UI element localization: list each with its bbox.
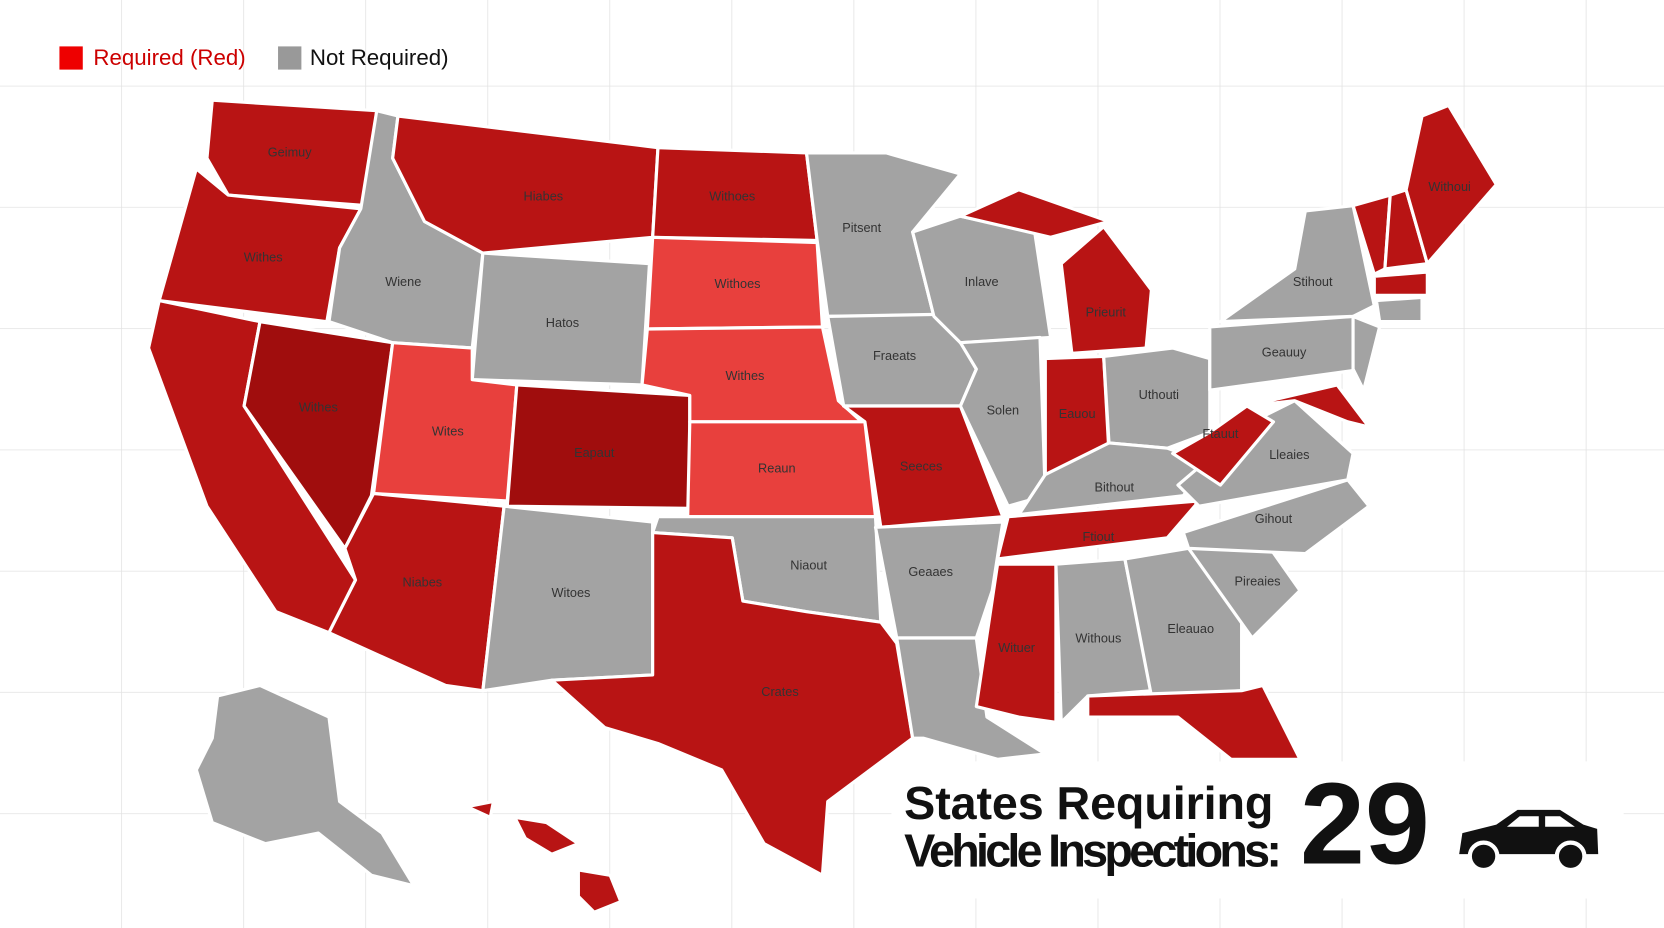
state-label: Eauou <box>1059 407 1096 421</box>
state-label: Solen <box>987 404 1020 418</box>
state-label: Ftiout <box>1082 530 1114 544</box>
state-label: Withoes <box>709 190 755 204</box>
state-label: Reaun <box>758 462 796 476</box>
state-shape <box>1123 546 1244 698</box>
state-label: Ftauut <box>1202 427 1239 441</box>
state-labels: Geimuy Withes Withes Wiene Hiabes Hatos … <box>244 145 1471 699</box>
state-label: Withous <box>1075 631 1121 645</box>
car-icon <box>1459 809 1599 873</box>
state-label: Niabes <box>403 576 443 590</box>
state-label: Uthouti <box>1139 388 1179 402</box>
state-shape <box>842 404 1005 529</box>
state-label: Bithout <box>1094 481 1134 495</box>
state-label: Geaaes <box>908 565 953 579</box>
state-label: Stihout <box>1293 275 1333 289</box>
state-label: Wiene <box>385 275 421 289</box>
state-label: Lleaies <box>1269 448 1309 462</box>
state-label: Seeces <box>900 460 942 474</box>
inspection-count: 29 <box>1300 759 1430 889</box>
state-label: Wites <box>432 425 464 439</box>
state-shape <box>194 683 416 888</box>
state-shape <box>1372 270 1429 297</box>
state-shape <box>513 815 580 856</box>
state-label: Prieurit <box>1086 306 1127 320</box>
states <box>146 98 1498 914</box>
legend-label: Not Required) <box>310 45 449 70</box>
state-shape <box>958 188 1111 239</box>
state-shape <box>205 98 379 208</box>
legend-swatch <box>278 46 302 70</box>
state-shape <box>1171 404 1276 487</box>
state-label: Withoes <box>715 277 761 291</box>
state-label: Niaout <box>790 559 827 573</box>
state-label: Withoui <box>1428 180 1470 194</box>
state-label: Eapaut <box>574 446 615 460</box>
state-shape <box>550 530 915 877</box>
state-shape <box>1374 295 1424 324</box>
state-shape <box>1351 314 1382 392</box>
state-label: Wituer <box>998 641 1036 655</box>
state-label: Withes <box>299 400 338 414</box>
state-label: Inlave <box>965 275 999 289</box>
state-shape <box>995 499 1201 561</box>
state-label: Fraeats <box>873 349 916 363</box>
state-label: Hiabes <box>524 190 564 204</box>
state-label: Gihout <box>1255 512 1293 526</box>
state-label: Geimuy <box>268 145 313 159</box>
state-label: Withes <box>244 251 283 265</box>
state-shape <box>974 562 1058 724</box>
state-label: Eleauao <box>1167 622 1214 636</box>
state-label: Pitsent <box>842 221 881 235</box>
state-shape <box>958 335 1047 508</box>
state-label: Witoes <box>551 586 590 600</box>
state-label: Pireaies <box>1235 574 1281 588</box>
state-shape <box>576 868 623 914</box>
legend-swatch <box>59 46 83 70</box>
state-shape <box>1059 225 1154 355</box>
state-label: Withes <box>726 369 765 383</box>
state-shape <box>465 799 496 819</box>
legend-label: Required (Red) <box>93 45 245 70</box>
state-label: Crates <box>761 685 798 699</box>
headline-line: States Requiring <box>904 777 1273 829</box>
state-label: Geauuy <box>1262 346 1307 360</box>
state-shape <box>895 636 1047 761</box>
state-shape <box>873 520 1005 640</box>
state-label: Hatos <box>546 316 579 330</box>
state-shape <box>1086 683 1302 761</box>
headline-line: Vehicle Inspections: <box>904 825 1282 877</box>
shape <box>1506 816 1575 827</box>
shape <box>1467 840 1500 873</box>
shape <box>1554 840 1587 873</box>
state-shape <box>1404 103 1498 266</box>
state-shape <box>1181 478 1371 556</box>
state-shape <box>1245 383 1371 429</box>
